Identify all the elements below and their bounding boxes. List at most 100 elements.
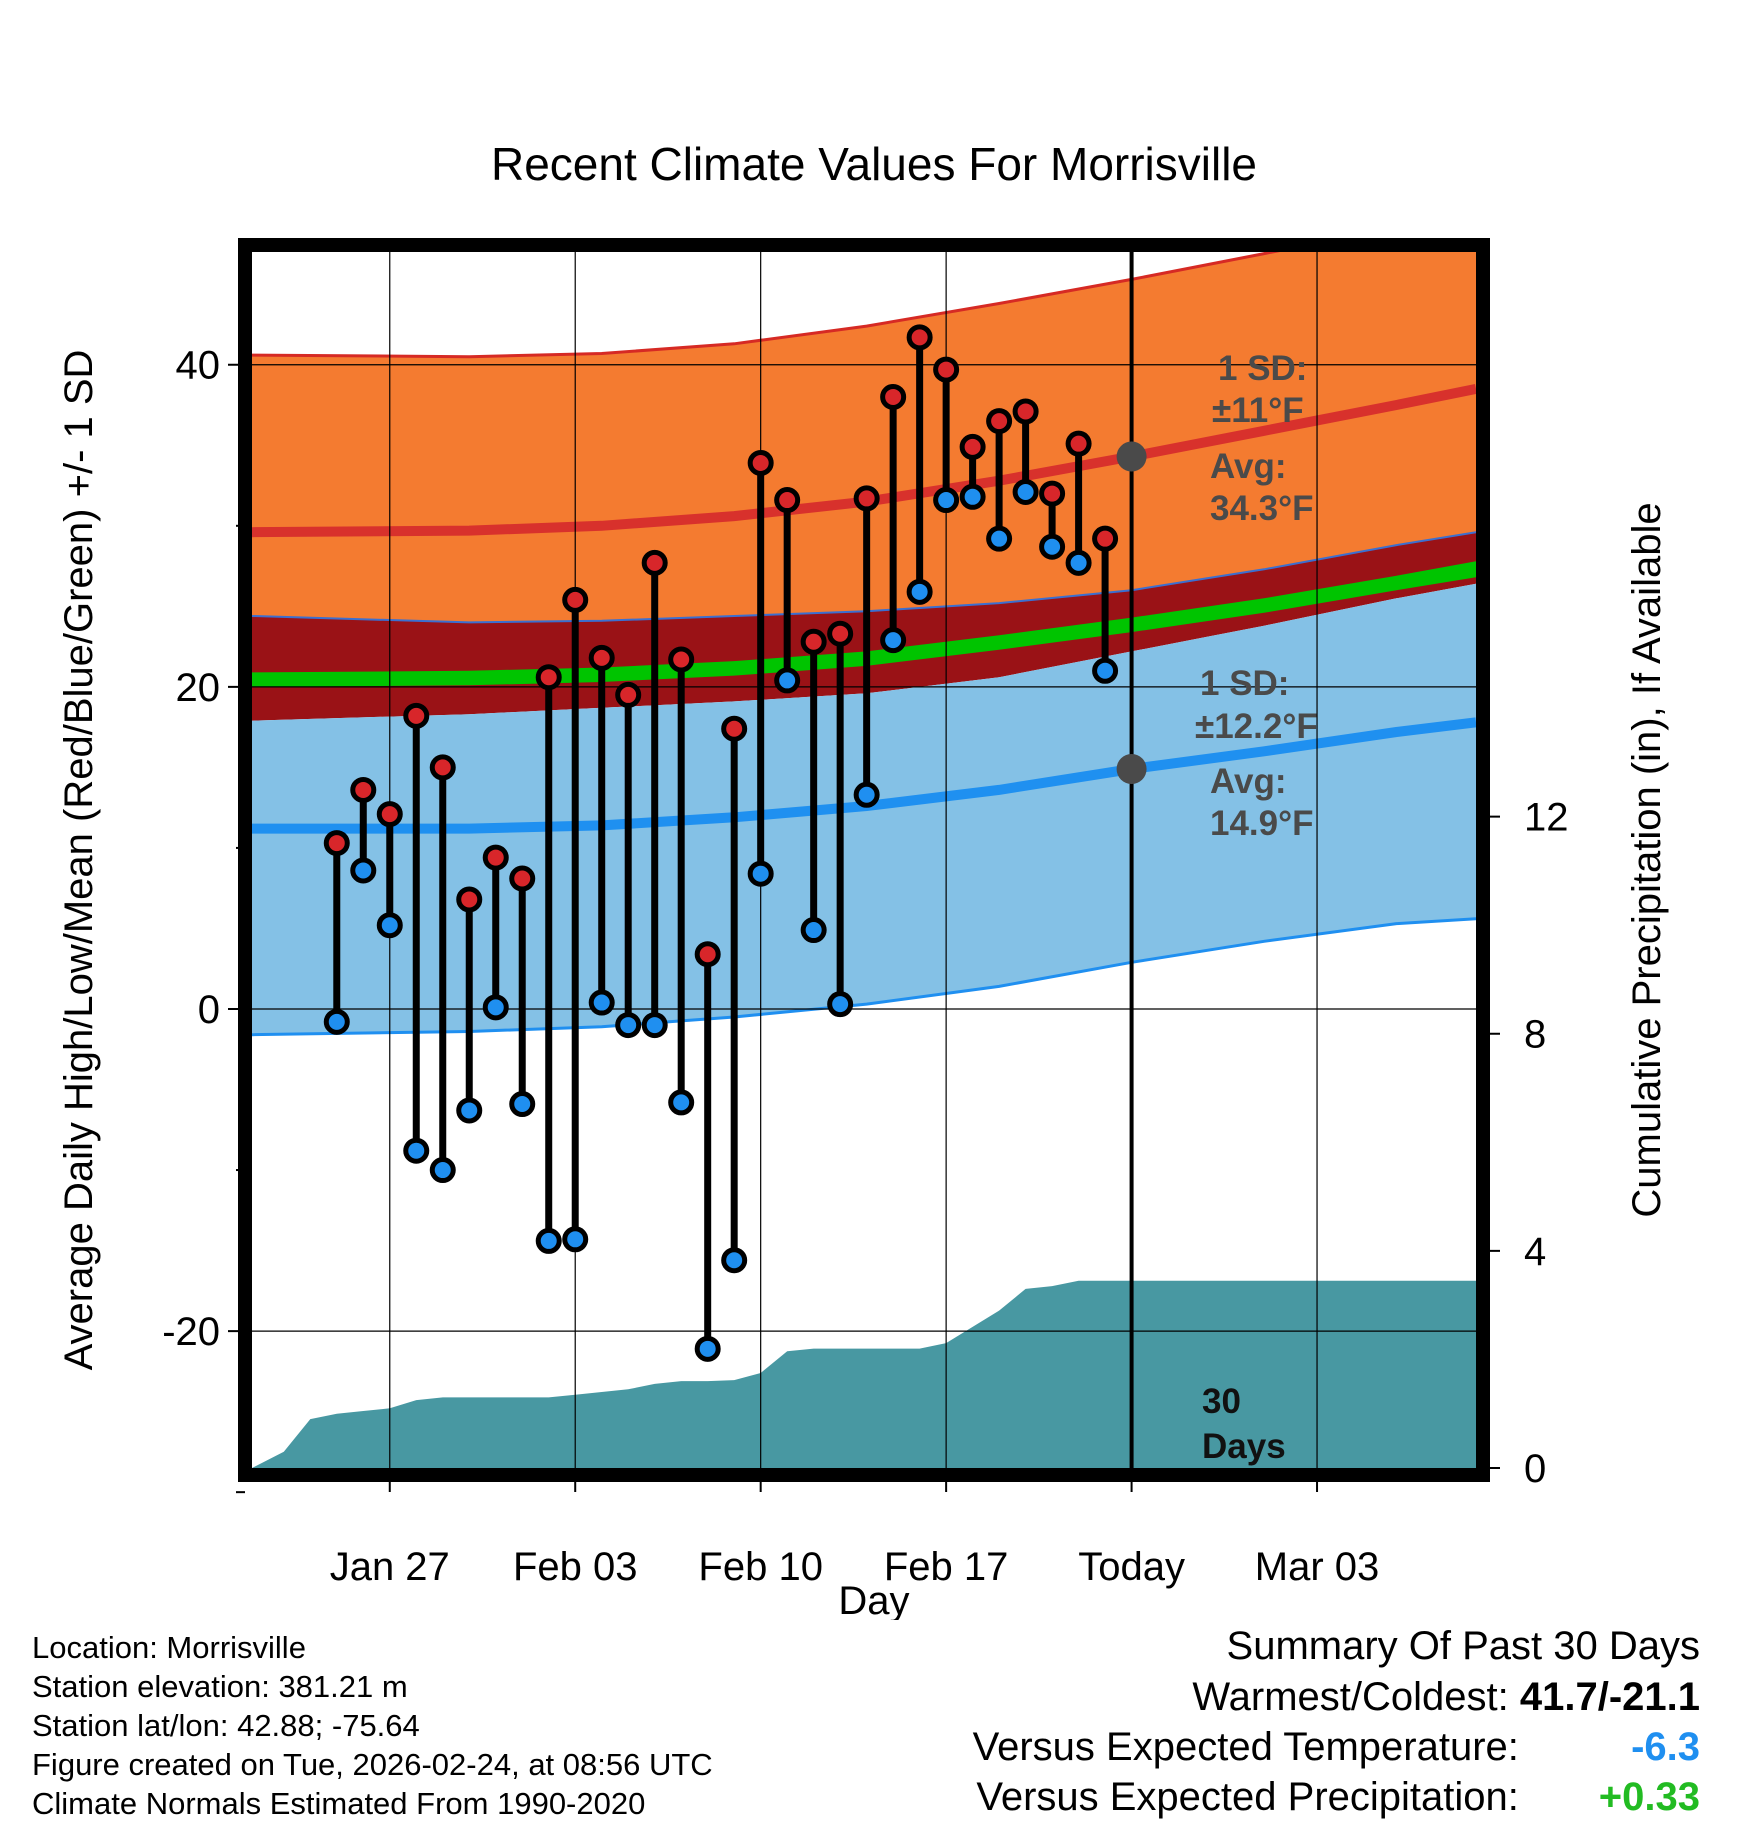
daily-high-point	[827, 620, 854, 647]
daily-low-point	[800, 917, 827, 944]
summary-warmest-row: Warmest/Coldest: 41.7/-21.1	[973, 1672, 1700, 1722]
info-latlon: Station lat/lon: 42.88; -75.64	[32, 1708, 420, 1743]
plot-area	[252, 252, 1476, 1468]
daily-high-point	[747, 449, 774, 476]
days-count: 30	[1202, 1382, 1241, 1421]
summary-panel: Summary Of Past 30 Days Warmest/Coldest:…	[973, 1620, 1700, 1822]
daily-high-point	[800, 628, 827, 655]
daily-high-point	[615, 681, 642, 708]
low-avg-label: Avg:	[1210, 762, 1286, 801]
daily-low-point	[933, 487, 960, 514]
daily-high-point	[1039, 480, 1066, 507]
daily-low-point	[403, 1137, 430, 1164]
daily-high-point	[906, 324, 933, 351]
info-elevation: Station elevation: 381.21 m	[32, 1669, 408, 1704]
y-axis-left-label: Average Daily High/Low/Mean (Red/Blue/Gr…	[57, 350, 101, 1371]
daily-high-point	[482, 844, 509, 871]
daily-high-point	[668, 646, 695, 673]
daily-low-point	[535, 1227, 562, 1254]
daily-high-point	[986, 408, 1013, 435]
daily-low-point	[376, 912, 403, 939]
plot-frame	[238, 238, 1490, 1482]
daily-low-point	[959, 483, 986, 510]
days-label: Days	[1202, 1427, 1286, 1466]
daily-low-point	[429, 1157, 456, 1184]
daily-high-point	[721, 715, 748, 742]
daily-high-point	[959, 433, 986, 460]
daily-low-point	[1065, 549, 1092, 576]
daily-low-point	[1092, 657, 1119, 684]
low-mean-line	[252, 717, 1476, 834]
daily-high-point	[774, 487, 801, 514]
high-avg-marker	[1116, 441, 1147, 472]
info-location: Location: Morrisville	[32, 1630, 306, 1665]
y-left-tick-label: 40	[176, 344, 221, 388]
high-lower-edge	[252, 531, 1476, 624]
y-axis-right-label: Cumulative Precipitation (in), If Availa…	[1625, 502, 1669, 1217]
y-right-tick-label: 12	[1524, 796, 1569, 840]
daily-low-point	[694, 1335, 721, 1362]
daily-low-point	[350, 857, 377, 884]
summary-warmest-label: Warmest/Coldest:	[1192, 1675, 1509, 1719]
daily-high-point	[1092, 525, 1119, 552]
daily-low-point	[986, 525, 1013, 552]
daily-high-point	[323, 830, 350, 857]
daily-low-point	[827, 991, 854, 1018]
daily-high-point	[880, 383, 907, 410]
summary-precip-row: Versus Expected Precipitation: +0.33	[973, 1772, 1700, 1822]
daily-low-point	[906, 578, 933, 605]
y-right-tick-label: 0	[1524, 1447, 1546, 1491]
x-tick-label: Mar 03	[1255, 1545, 1380, 1589]
y-left-tick-label: -20	[162, 1310, 220, 1354]
daily-high-point	[509, 865, 536, 892]
daily-high-point	[694, 941, 721, 968]
x-tick-label: Today	[1078, 1545, 1185, 1589]
daily-low-point	[721, 1247, 748, 1274]
summary-precip-value: +0.33	[1598, 1775, 1700, 1819]
high-mean-line	[252, 383, 1476, 538]
x-tick-label: Jan 27	[330, 1545, 450, 1589]
daily-high-point	[535, 664, 562, 691]
y-left-tick-label: 20	[176, 666, 221, 710]
summary-heading: Summary Of Past 30 Days	[1226, 1624, 1700, 1668]
daily-low-point	[588, 989, 615, 1016]
y-right-tick-label: 8	[1524, 1013, 1546, 1057]
daily-high-point	[403, 702, 430, 729]
daily-high-point	[853, 485, 880, 512]
info-normals: Climate Normals Estimated From 1990-2020	[32, 1786, 646, 1821]
daily-high-point	[456, 886, 483, 913]
daily-low-point	[880, 627, 907, 654]
station-info: Location: Morrisville Station elevation:…	[32, 1628, 713, 1823]
info-created: Figure created on Tue, 2026-02-24, at 08…	[32, 1747, 713, 1782]
daily-low-point	[456, 1097, 483, 1124]
chart-title: Recent Climate Values For Morrisville	[491, 138, 1257, 190]
daily-low-point	[482, 994, 509, 1021]
high-sd-label: 1 SD:	[1218, 349, 1307, 388]
high-upper-edge	[252, 252, 1281, 359]
summary-temp-row: Versus Expected Temperature: -6.3	[973, 1722, 1700, 1772]
daily-low-point	[774, 667, 801, 694]
daily-low-point	[1039, 533, 1066, 560]
daily-high-point	[429, 754, 456, 781]
daily-low-point	[641, 1012, 668, 1039]
daily-low-point	[853, 781, 880, 808]
daily-low-point	[1012, 478, 1039, 505]
summary-precip-label: Versus Expected Precipitation:	[976, 1775, 1519, 1819]
low-avg-marker	[1116, 754, 1147, 785]
y-left-tick-label: 0	[198, 988, 220, 1032]
low-sd-label: 1 SD:	[1200, 664, 1289, 703]
daily-high-point	[350, 776, 377, 803]
x-tick-label: Feb 17	[884, 1545, 1009, 1589]
y-right-tick-label: 4	[1524, 1230, 1546, 1274]
daily-low-point	[668, 1089, 695, 1116]
high-avg-value: 34.3°F	[1210, 489, 1314, 528]
daily-high-point	[933, 356, 960, 383]
daily-low-point	[615, 1012, 642, 1039]
x-tick-label: Feb 10	[698, 1545, 823, 1589]
high-sd-value: ±11°F	[1212, 391, 1304, 430]
low-sd-value: ±12.2°F	[1195, 707, 1318, 746]
daily-low-point	[747, 860, 774, 887]
low-avg-value: 14.9°F	[1210, 804, 1314, 843]
precip-area	[252, 1280, 1476, 1468]
daily-high-point	[1012, 398, 1039, 425]
